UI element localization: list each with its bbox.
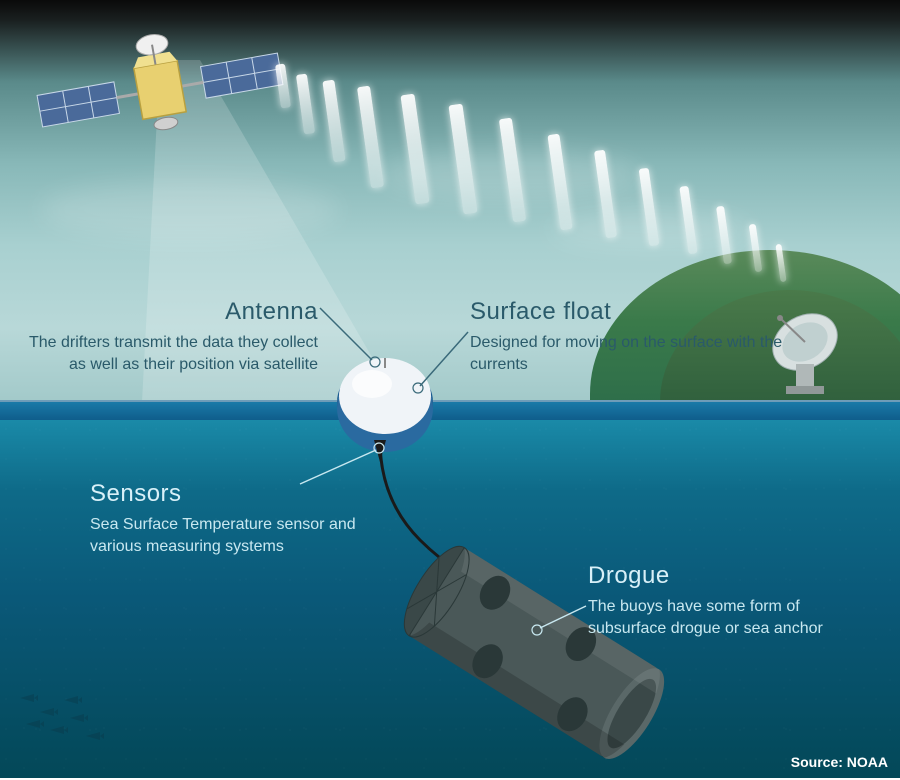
label-title: Antenna xyxy=(18,296,318,328)
label-title: Sensors xyxy=(90,478,370,510)
label-title: Surface float xyxy=(470,296,830,328)
label-desc: The buoys have some form of subsurface d… xyxy=(588,596,878,639)
label-desc: Sea Surface Temperature sensor and vario… xyxy=(90,514,370,557)
label-surface-float: Surface float Designed for moving on the… xyxy=(470,296,830,376)
label-sensors: Sensors Sea Surface Temperature sensor a… xyxy=(90,478,370,558)
label-desc: Designed for moving on the surface with … xyxy=(470,332,830,375)
drogue-icon xyxy=(360,520,700,780)
satellite-icon xyxy=(30,20,290,160)
fish-school-icon xyxy=(20,688,130,748)
source-credit: Source: NOAA xyxy=(791,754,888,770)
label-desc: The drifters transmit the data they coll… xyxy=(18,332,318,375)
label-drogue: Drogue The buoys have some form of subsu… xyxy=(588,560,878,640)
label-antenna: Antenna The drifters transmit the data t… xyxy=(18,296,318,376)
infographic-scene: Antenna The drifters transmit the data t… xyxy=(0,0,900,778)
ocean-surface xyxy=(0,400,900,422)
label-title: Drogue xyxy=(588,560,878,592)
